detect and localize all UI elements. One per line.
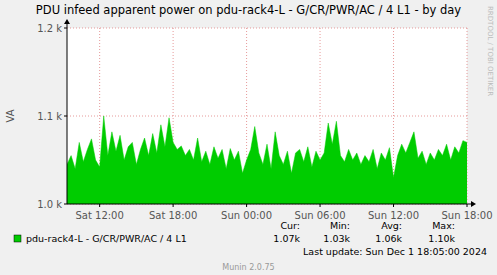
stat-name: Min:: [330, 220, 350, 231]
stat-value: 1.06k: [375, 233, 402, 244]
stat-value: 1.07k: [273, 233, 300, 244]
tick-label: Sat 18:00: [149, 210, 197, 221]
watermark: RRDTOOL / TOBI OETIKER: [486, 6, 494, 96]
series-group: [67, 116, 467, 204]
y-label: VA: [5, 109, 16, 122]
x-axis: [67, 204, 472, 205]
title: PDU infeed apparent power on pdu-rack4-L…: [36, 3, 462, 17]
area: [67, 116, 467, 204]
stat-name: Avg:: [381, 220, 402, 231]
last-update: Last update: Sun Dec 1 18:05:00 2024: [303, 246, 487, 257]
stat-name: Max:: [432, 220, 455, 231]
grid-line: [67, 28, 467, 29]
y-axis: [67, 23, 68, 204]
grid-line: [67, 116, 467, 117]
tick-label: Sat 12:00: [75, 210, 123, 221]
chart: 1.0 k 1.1 k 1.2 k Sat 12:00 Sat 18:00 Sun 00:…: [0, 0, 497, 275]
stat-name: Cur:: [280, 220, 300, 231]
tick-label: 1.2 k: [37, 23, 62, 34]
footer: Munin 2.0.75: [222, 263, 274, 272]
tick-label: 1.1 k: [37, 111, 62, 122]
background: [0, 0, 497, 275]
stat-value: 1.10k: [428, 233, 455, 244]
stat-value: 1.03k: [323, 233, 350, 244]
tick-label: 1.0 k: [37, 199, 62, 210]
plot-area: [67, 28, 467, 204]
y-arrow: [64, 19, 70, 24]
legend-swatch: [14, 235, 21, 242]
x-arrow: [471, 201, 476, 207]
legend-label: pdu-rack4-L - G/CR/PWR/AC / 4 L1: [26, 233, 187, 244]
tick-label: Sun 00:00: [221, 210, 272, 221]
